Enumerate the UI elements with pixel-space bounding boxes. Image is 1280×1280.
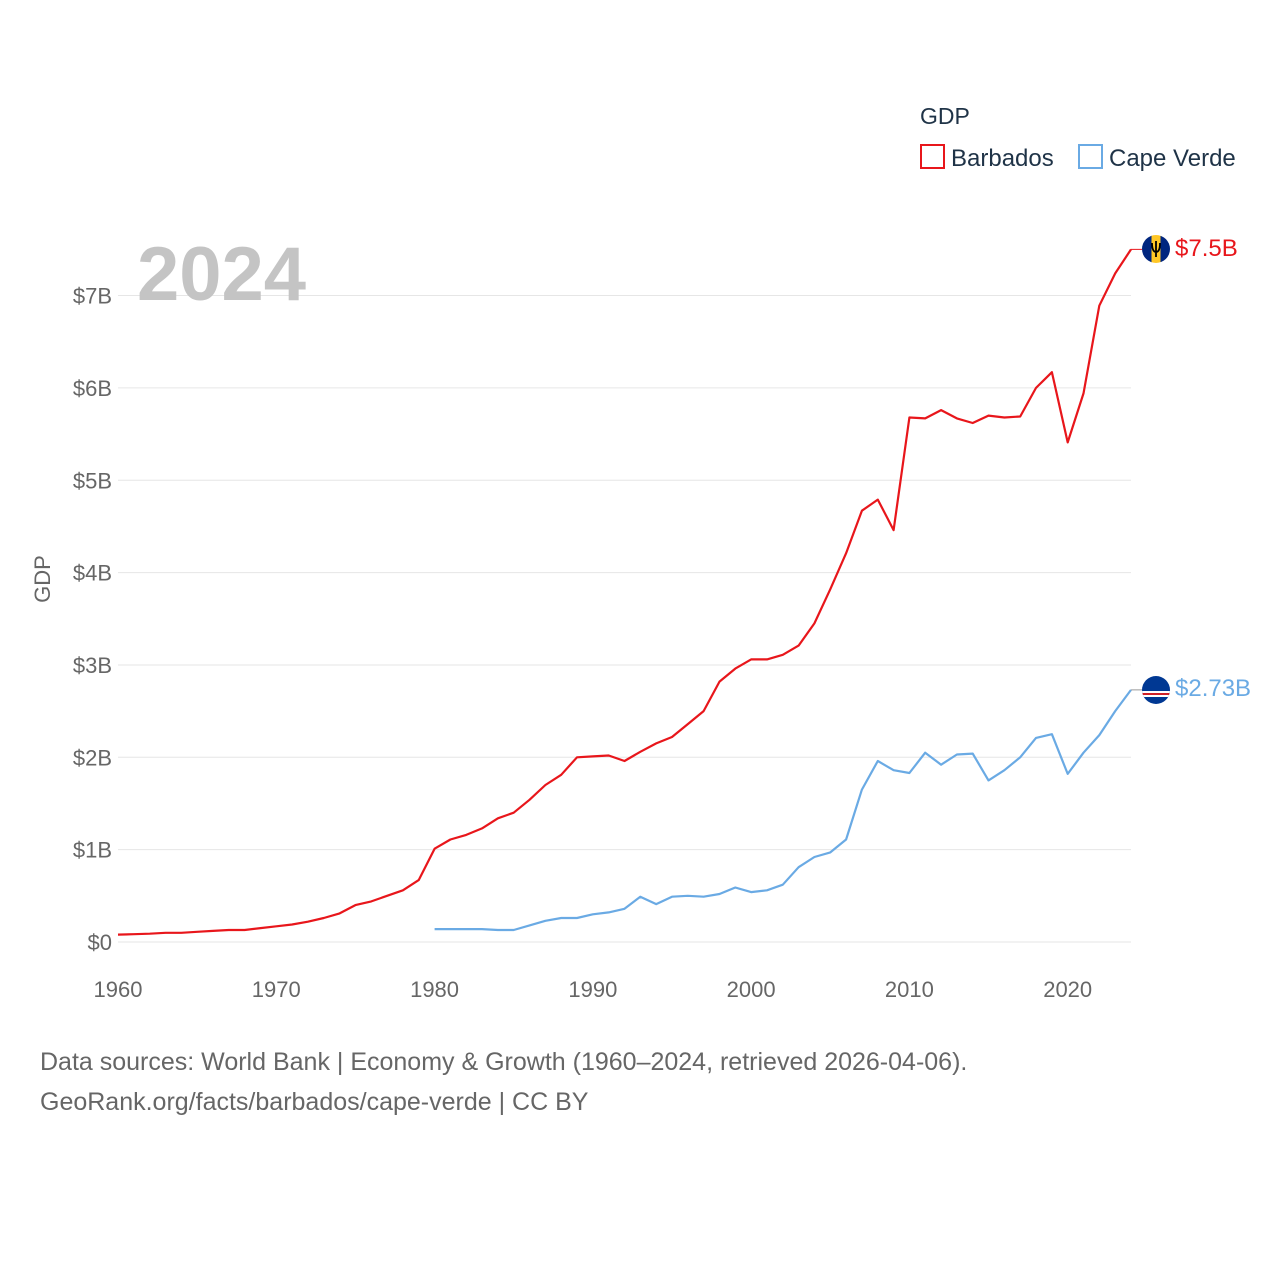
- end-label-barbados: $7.5B: [1175, 235, 1238, 262]
- cape-verde-flag-icon: [1142, 676, 1170, 704]
- y-tick-label: $1B: [73, 838, 112, 863]
- gdp-line-chart: $0 $1B $2B $3B $4B $5B $6B $7B 1960 1970 1980 1990…: [30, 103, 1251, 1002]
- y-tick-label: $2B: [73, 745, 112, 770]
- y-tick-label: $0: [88, 930, 112, 955]
- grid-lines: [118, 295, 1131, 943]
- year-watermark: 2024: [137, 232, 306, 317]
- series-line-barbados[interactable]: [117, 248, 1132, 936]
- y-tick-label: $5B: [73, 468, 112, 493]
- x-tick-label: 2000: [727, 977, 776, 1002]
- series-lines: [117, 248, 1142, 936]
- end-label-cape-verde: $2.73B: [1175, 675, 1251, 702]
- x-tick-label: 1970: [252, 977, 301, 1002]
- barbados-flag-icon: [1142, 235, 1170, 263]
- legend: GDP Barbados Cape Verde: [920, 103, 1236, 172]
- y-axis-ticks: $0 $1B $2B $3B $4B $5B $6B $7B: [73, 284, 112, 955]
- y-tick-label: $4B: [73, 561, 112, 586]
- legend-label-barbados: Barbados: [951, 145, 1054, 172]
- legend-label-cape-verde: Cape Verde: [1109, 145, 1236, 172]
- y-axis-label: GDP: [30, 555, 55, 603]
- footer: Data sources: World Bank | Economy & Gro…: [40, 1042, 967, 1122]
- x-axis-ticks: 1960 1970 1980 1990 2000 2010 2020: [94, 977, 1093, 1002]
- footer-link[interactable]: GeoRank.org/facts/barbados/cape-verde | …: [40, 1088, 589, 1116]
- series-line-cape-verde[interactable]: [434, 689, 1132, 932]
- legend-title: GDP: [920, 103, 970, 129]
- footer-sources: Data sources: World Bank | Economy & Gro…: [40, 1048, 968, 1076]
- x-tick-label: 1990: [568, 977, 617, 1002]
- legend-swatch-cape-verde: [1078, 144, 1103, 169]
- legend-item-cape-verde[interactable]: Cape Verde: [1078, 144, 1236, 172]
- x-tick-label: 1960: [94, 977, 143, 1002]
- x-tick-label: 2020: [1043, 977, 1092, 1002]
- y-tick-label: $3B: [73, 653, 112, 678]
- legend-item-barbados[interactable]: Barbados: [920, 144, 1054, 172]
- x-tick-label: 2010: [885, 977, 934, 1002]
- y-tick-label: $6B: [73, 376, 112, 401]
- legend-swatch-barbados: [920, 144, 945, 169]
- x-tick-label: 1980: [410, 977, 459, 1002]
- y-tick-label: $7B: [73, 284, 112, 309]
